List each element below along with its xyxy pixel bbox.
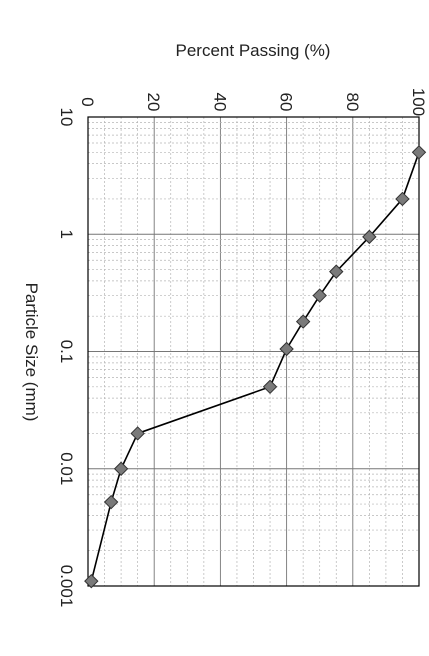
y-tick-label: 80	[343, 93, 362, 112]
y-tick-label: 20	[144, 93, 163, 112]
data-point	[411, 145, 427, 160]
y-tick-labels: 0 20 40 60 80 100	[78, 88, 428, 116]
x-tick-label: 0.01	[57, 452, 76, 485]
x-tick-label: 1	[57, 230, 76, 239]
data-point	[295, 314, 311, 329]
x-tick-label: 0.001	[57, 565, 76, 608]
data-points	[84, 145, 427, 589]
data-point	[279, 341, 294, 357]
y-tick-label: 0	[78, 97, 97, 106]
data-point	[103, 494, 119, 510]
grid	[88, 117, 419, 586]
plot-frame	[87, 116, 420, 587]
x-tick-label: 0.1	[57, 340, 76, 364]
data-point	[395, 191, 410, 207]
data-point	[84, 573, 99, 589]
y-tick-label: 100	[409, 88, 428, 116]
data-point	[329, 264, 344, 279]
series-line	[90, 152, 420, 582]
data-point	[113, 461, 129, 476]
y-tick-label: 40	[210, 93, 229, 112]
data-point	[312, 288, 327, 303]
data-point	[262, 379, 278, 395]
x-tick-labels: 10 1 0.1 0.01 0.001	[57, 108, 76, 608]
y-tick-label: 60	[277, 93, 296, 112]
data-point	[362, 229, 377, 245]
y-axis-title: Percent Passing (%)	[176, 41, 331, 60]
x-axis-title: Particle Size (mm)	[22, 283, 41, 422]
data-point	[130, 426, 145, 441]
x-tick-label: 10	[57, 108, 76, 127]
